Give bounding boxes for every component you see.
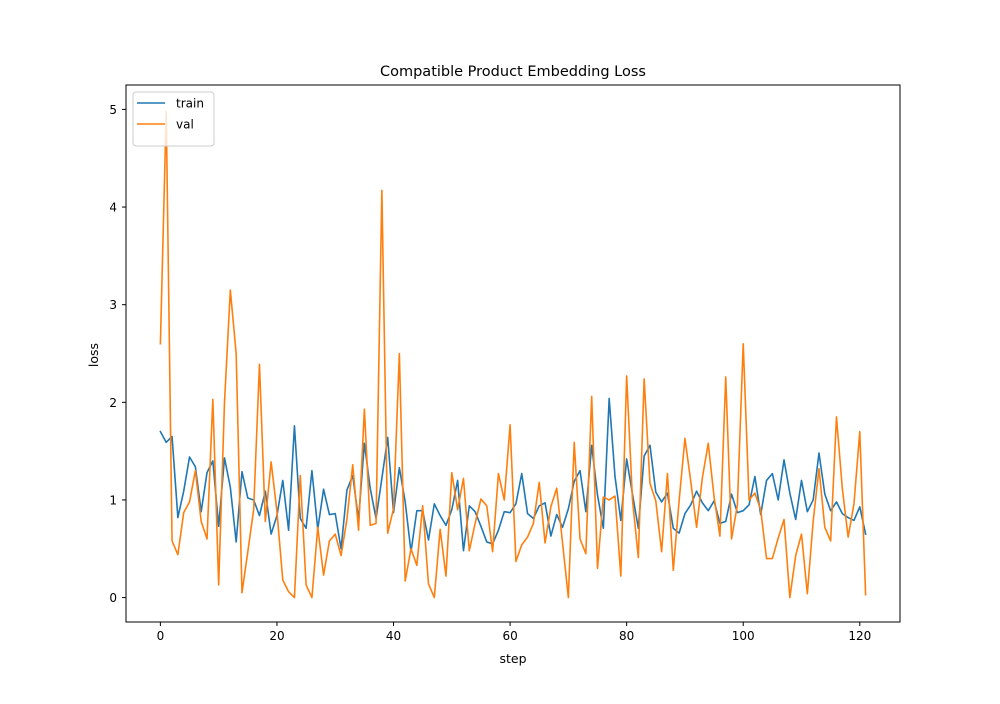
legend: train val — [132, 91, 215, 147]
x-tick-label: 20 — [269, 629, 284, 643]
legend-box — [132, 91, 215, 147]
y-tick-label: 2 — [109, 396, 117, 410]
y-tick-label: 1 — [109, 493, 117, 507]
series-lines — [159, 110, 867, 599]
x-tick-label: 100 — [732, 629, 755, 643]
plot-frame — [125, 84, 901, 623]
x-axis-label: step — [499, 651, 526, 666]
y-axis-ticks: 0 1 2 3 4 5 — [109, 103, 126, 605]
x-tick-label: 60 — [502, 629, 517, 643]
y-tick-label: 0 — [109, 591, 117, 605]
y-tick-label: 5 — [109, 103, 117, 117]
y-axis-label: loss — [86, 343, 101, 367]
y-tick-label: 4 — [109, 201, 117, 215]
x-tick-label: 0 — [157, 629, 165, 643]
x-tick-label: 120 — [848, 629, 871, 643]
chart-title: Compatible Product Embedding Loss — [380, 64, 646, 80]
x-tick-label: 80 — [619, 629, 634, 643]
legend-label-train: train — [176, 97, 204, 111]
series-line-val — [159, 110, 867, 599]
x-axis-ticks: 0 20 40 60 80 100 120 — [157, 622, 871, 643]
y-tick-label: 3 — [109, 298, 117, 312]
x-tick-label: 40 — [386, 629, 401, 643]
legend-label-val: val — [176, 118, 194, 132]
